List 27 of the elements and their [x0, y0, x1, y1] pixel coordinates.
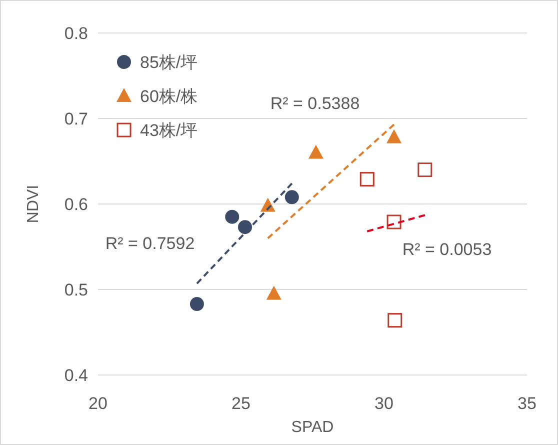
annotation: R² = 0.5388	[270, 94, 360, 113]
point	[266, 286, 282, 300]
annotation: R² = 0.0053	[402, 240, 492, 259]
x-tick-label: 30	[374, 394, 394, 413]
x-axis-title: SPAD	[291, 419, 334, 436]
x-tick-label: 20	[88, 394, 108, 413]
point	[284, 190, 299, 204]
legend-label: 43株/坪	[140, 121, 198, 140]
point	[386, 129, 402, 144]
point	[238, 220, 252, 234]
y-tick-label: 0.8	[64, 24, 88, 43]
point	[190, 297, 204, 312]
annotation: R² = 0.7592	[105, 234, 195, 253]
legend-label: 85株/坪	[140, 53, 198, 72]
y-axis-title: NDVI	[25, 184, 42, 224]
point	[225, 210, 240, 224]
legend-label: 60株/株	[140, 87, 198, 106]
y-tick-label: 0.4	[64, 366, 88, 385]
x-tick-label: 25	[232, 394, 250, 413]
point	[308, 144, 324, 159]
y-tick-label: 0.6	[64, 195, 88, 214]
y-tick-label: 0.5	[64, 280, 88, 300]
point	[418, 162, 432, 178]
y-tick-label: 0.7	[64, 110, 88, 128]
point	[360, 172, 374, 186]
x-tick-label: 35	[518, 394, 536, 413]
point	[388, 313, 402, 328]
